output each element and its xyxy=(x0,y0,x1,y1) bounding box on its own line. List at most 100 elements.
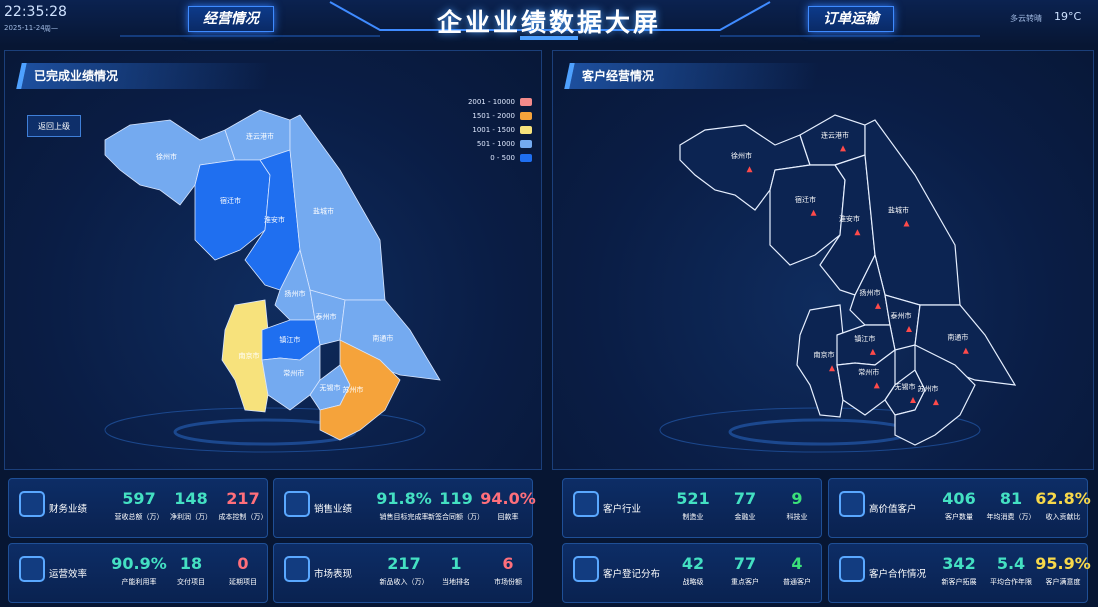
stat-value: 6 xyxy=(502,554,514,573)
stat: 217 新品收入（万） xyxy=(374,554,434,587)
stat: 342 新客户拓展 xyxy=(929,554,989,587)
stat-label: 战略级 xyxy=(682,578,704,586)
card-title: 客户行业 xyxy=(603,504,642,515)
stat-label: 新品收入（万） xyxy=(379,578,429,586)
right-panel: 客户经营情况 xyxy=(552,50,1094,470)
stat-label: 科技业 xyxy=(786,513,808,521)
title-frame xyxy=(329,1,771,31)
stat-label: 新客户拓展 xyxy=(941,578,977,586)
stat-value: 90.9% xyxy=(111,554,167,573)
stat: 119 新签合同额（万） xyxy=(426,489,486,522)
stat-label: 销售目标完成率 xyxy=(379,513,429,521)
stat-value: 217 xyxy=(387,554,421,573)
stat-label: 净利润（万） xyxy=(170,513,212,521)
stat: 217 成本控制（万） xyxy=(213,489,273,522)
stat-value: 5.4 xyxy=(996,554,1026,573)
card-title: 高价值客户 xyxy=(869,504,917,515)
stat-card: 高价值客户 406 客户数量 81 年均消费（万） 62.8% 收入贡献比 xyxy=(828,478,1091,538)
stat-label: 年均消费（万） xyxy=(986,513,1036,521)
stat-label: 新签合同额（万） xyxy=(428,513,484,521)
stat-value: 342 xyxy=(942,554,976,573)
card-icon xyxy=(284,556,310,582)
stat-label: 成本控制（万） xyxy=(218,513,268,521)
tab-orders[interactable]: 订单运输 xyxy=(808,6,894,32)
stat: 4 普通客户 xyxy=(767,554,827,587)
stat-value: 95.9% xyxy=(1035,554,1091,573)
stat-value: 119 xyxy=(439,489,473,508)
stat-value: 77 xyxy=(733,554,757,573)
panel-title-text: 客户经营情况 xyxy=(582,69,655,83)
stat: 521 制造业 xyxy=(663,489,723,522)
temperature: 19°C xyxy=(1054,10,1082,23)
stat-value: 94.0% xyxy=(480,489,536,508)
panel-title: 客户经营情况 xyxy=(564,63,820,89)
stat: 1 当地排名 xyxy=(426,554,486,587)
stat-label: 当地排名 xyxy=(442,578,470,586)
card-icon xyxy=(573,491,599,517)
weekday: 周一 xyxy=(44,25,58,33)
stat-card: 运营效率 90.9% 产能利用率 18 交付项目 0 延期项目 xyxy=(8,543,268,603)
header-decoration xyxy=(120,1,980,40)
stat-card: 销售业绩 91.8% 销售目标完成率 119 新签合同额（万） 94.0% 回款率 xyxy=(273,478,536,538)
stat: 94.0% 回款率 xyxy=(478,489,538,522)
stat-label: 制造业 xyxy=(682,513,704,521)
stat-value: 4 xyxy=(791,554,803,573)
stat: 597 营收总额（万） xyxy=(109,489,169,522)
stat-value: 42 xyxy=(681,554,705,573)
panel-title: 已完成业绩情况 xyxy=(16,63,272,89)
card-title: 财务业绩 xyxy=(49,504,88,515)
stat: 77 金融业 xyxy=(715,489,775,522)
stat-card: 客户行业 521 制造业 77 金融业 9 科技业 xyxy=(562,478,822,538)
card-title: 市场表现 xyxy=(314,569,353,580)
stat: 6 市场份额 xyxy=(478,554,538,587)
stat-card: 市场表现 217 新品收入（万） 1 当地排名 6 市场份额 xyxy=(273,543,533,603)
stat: 9 科技业 xyxy=(767,489,827,522)
stat: 95.9% 客户满意度 xyxy=(1033,554,1093,587)
stat-label: 普通客户 xyxy=(783,578,811,586)
card-title: 客户合作情况 xyxy=(869,569,927,580)
stat-value: 521 xyxy=(676,489,710,508)
stat-label: 营收总额（万） xyxy=(114,513,164,521)
stat: 77 重点客户 xyxy=(715,554,775,587)
stat: 406 客户数量 xyxy=(929,489,989,522)
stat-value: 597 xyxy=(122,489,156,508)
left-panel: 已完成业绩情况 返回上级 xyxy=(4,50,542,470)
card-title: 客户登记分布 xyxy=(603,569,661,580)
stat-label: 交付项目 xyxy=(177,578,205,586)
stat-value: 81 xyxy=(999,489,1023,508)
stat-value: 77 xyxy=(733,489,757,508)
stat-value: 91.8% xyxy=(376,489,432,508)
stat-label: 客户数量 xyxy=(945,513,973,521)
tab-operations[interactable]: 经营情况 xyxy=(188,6,274,32)
card-title: 运营效率 xyxy=(49,569,88,580)
card-icon xyxy=(839,491,865,517)
card-icon xyxy=(839,556,865,582)
stat-value: 0 xyxy=(237,554,249,573)
stat-label: 延期项目 xyxy=(229,578,257,586)
stat: 90.9% 产能利用率 xyxy=(109,554,169,587)
stat-label: 收入贡献比 xyxy=(1045,513,1081,521)
panel-title-text: 已完成业绩情况 xyxy=(34,69,119,83)
stat-value: 406 xyxy=(942,489,976,508)
stat-label: 客户满意度 xyxy=(1045,578,1081,586)
stat: 42 战略级 xyxy=(663,554,723,587)
stat: 81 年均消费（万） xyxy=(981,489,1041,522)
stat: 148 净利润（万） xyxy=(161,489,221,522)
stat: 62.8% 收入贡献比 xyxy=(1033,489,1093,522)
stat-card: 财务业绩 597 营收总额（万） 148 净利润（万） 217 成本控制（万） xyxy=(8,478,268,538)
stat: 5.4 平均合作年限 xyxy=(981,554,1041,587)
stat-label: 市场份额 xyxy=(494,578,522,586)
stat-label: 平均合作年限 xyxy=(990,578,1032,586)
stat-value: 9 xyxy=(791,489,803,508)
date: 2025-11-24 xyxy=(4,24,45,32)
stat-label: 产能利用率 xyxy=(121,578,157,586)
stat-label: 金融业 xyxy=(734,513,756,521)
back-button[interactable]: 返回上级 xyxy=(27,115,81,137)
page-title: 企业业绩数据大屏 xyxy=(436,8,661,37)
stat-value: 217 xyxy=(226,489,260,508)
stat: 0 延期项目 xyxy=(213,554,273,587)
card-icon xyxy=(19,556,45,582)
card-icon xyxy=(284,491,310,517)
stat-label: 回款率 xyxy=(497,513,519,521)
